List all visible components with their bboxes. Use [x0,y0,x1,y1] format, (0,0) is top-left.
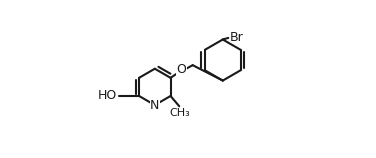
Text: Br: Br [230,31,244,44]
Text: O: O [177,63,186,76]
Text: HO: HO [98,89,117,103]
Text: N: N [150,99,159,112]
Text: CH₃: CH₃ [170,108,190,118]
